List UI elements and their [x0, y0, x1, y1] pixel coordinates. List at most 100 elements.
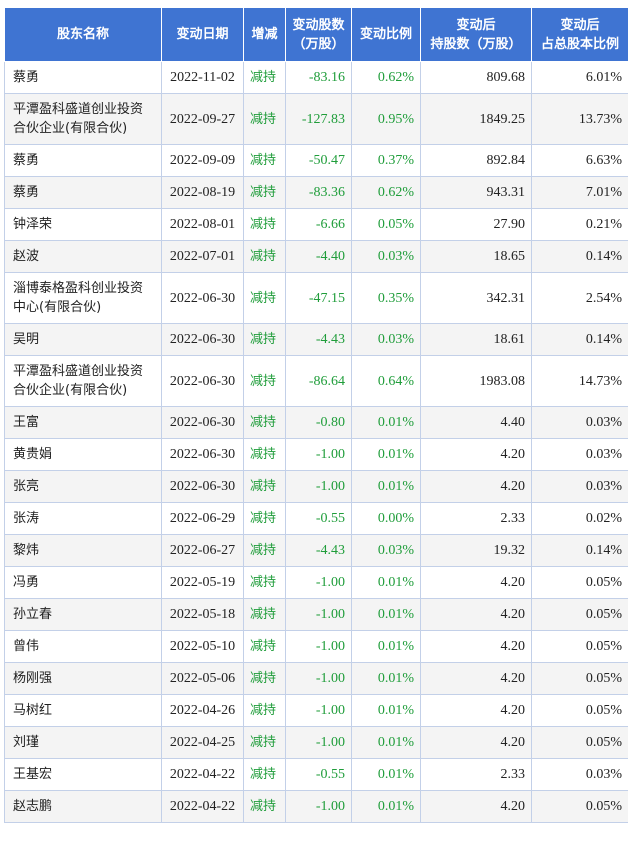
cell-change-shares: -1.00	[285, 694, 352, 727]
cell-direction: 减持	[243, 662, 286, 695]
cell-change-date: 2022-06-29	[161, 502, 244, 535]
cell-direction: 减持	[243, 176, 286, 209]
cell-after-ratio: 0.21%	[531, 208, 628, 241]
cell-after-ratio: 0.03%	[531, 758, 628, 791]
cell-change-ratio: 0.00%	[351, 502, 421, 535]
table-row: 蔡勇 2022-08-19 减持 -83.36 0.62% 943.31 7.01%	[4, 176, 628, 209]
cell-change-ratio: 0.01%	[351, 694, 421, 727]
cell-change-shares: -4.43	[285, 323, 352, 356]
cell-direction: 减持	[243, 566, 286, 599]
table-row: 赵波 2022-07-01 减持 -4.40 0.03% 18.65 0.14%	[4, 240, 628, 273]
cell-direction: 减持	[243, 93, 286, 145]
cell-shareholder-name: 马树红	[4, 694, 162, 727]
cell-after-ratio: 0.05%	[531, 790, 628, 823]
cell-change-date: 2022-05-19	[161, 566, 244, 599]
cell-change-shares: -0.55	[285, 758, 352, 791]
cell-change-date: 2022-09-27	[161, 93, 244, 145]
cell-direction: 减持	[243, 598, 286, 631]
cell-change-shares: -1.00	[285, 726, 352, 759]
cell-after-ratio: 0.05%	[531, 566, 628, 599]
cell-after-shares: 27.90	[420, 208, 532, 241]
table-row: 淄博泰格盈科创业投资中心(有限合伙) 2022-06-30 减持 -47.15 0.35…	[4, 272, 628, 324]
table-row: 黎炜 2022-06-27 减持 -4.43 0.03% 19.32 0.14%	[4, 534, 628, 567]
cell-change-shares: -1.00	[285, 566, 352, 599]
table-row: 黄贵娟 2022-06-30 减持 -1.00 0.01% 4.20 0.03%	[4, 438, 628, 471]
table-row: 杨刚强 2022-05-06 减持 -1.00 0.01% 4.20 0.05%	[4, 662, 628, 695]
header-change-ratio: 变动比例	[351, 7, 421, 62]
cell-change-shares: -1.00	[285, 662, 352, 695]
cell-change-date: 2022-04-22	[161, 790, 244, 823]
cell-shareholder-name: 曾伟	[4, 630, 162, 663]
cell-change-ratio: 0.37%	[351, 144, 421, 177]
cell-change-date: 2022-09-09	[161, 144, 244, 177]
table-row: 孙立春 2022-05-18 减持 -1.00 0.01% 4.20 0.05%	[4, 598, 628, 631]
cell-change-date: 2022-05-06	[161, 662, 244, 695]
cell-shareholder-name: 蔡勇	[4, 61, 162, 94]
cell-change-ratio: 0.01%	[351, 438, 421, 471]
cell-change-date: 2022-11-02	[161, 61, 244, 94]
cell-change-shares: -4.43	[285, 534, 352, 567]
cell-change-ratio: 0.01%	[351, 470, 421, 503]
cell-after-ratio: 0.14%	[531, 323, 628, 356]
table-row: 马树红 2022-04-26 减持 -1.00 0.01% 4.20 0.05%	[4, 694, 628, 727]
table-row: 赵志鹏 2022-04-22 减持 -1.00 0.01% 4.20 0.05%	[4, 790, 628, 823]
cell-change-date: 2022-04-26	[161, 694, 244, 727]
table-row: 张涛 2022-06-29 减持 -0.55 0.00% 2.33 0.02%	[4, 502, 628, 535]
cell-shareholder-name: 王基宏	[4, 758, 162, 791]
cell-change-ratio: 0.01%	[351, 790, 421, 823]
cell-direction: 减持	[243, 502, 286, 535]
table-row: 钟泽荣 2022-08-01 减持 -6.66 0.05% 27.90 0.21%	[4, 208, 628, 241]
cell-after-shares: 4.20	[420, 790, 532, 823]
cell-shareholder-name: 刘瑾	[4, 726, 162, 759]
cell-direction: 减持	[243, 438, 286, 471]
cell-change-date: 2022-06-30	[161, 406, 244, 439]
table-row: 冯勇 2022-05-19 减持 -1.00 0.01% 4.20 0.05%	[4, 566, 628, 599]
cell-direction: 减持	[243, 208, 286, 241]
cell-change-date: 2022-05-10	[161, 630, 244, 663]
cell-shareholder-name: 王富	[4, 406, 162, 439]
table-row: 平潭盈科盛道创业投资合伙企业(有限合伙) 2022-06-30 减持 -86.64 0.…	[4, 355, 628, 407]
cell-change-shares: -83.36	[285, 176, 352, 209]
table-row: 平潭盈科盛道创业投资合伙企业(有限合伙) 2022-09-27 减持 -127.83 0…	[4, 93, 628, 145]
header-name: 股东名称	[4, 7, 162, 62]
cell-change-shares: -0.80	[285, 406, 352, 439]
cell-shareholder-name: 淄博泰格盈科创业投资中心(有限合伙)	[4, 272, 162, 324]
cell-after-ratio: 0.05%	[531, 662, 628, 695]
shareholder-change-table: 股东名称 变动日期 增减 变动股数 （万股） 变动比例 变动后 持股数（万股） …	[4, 7, 628, 823]
cell-after-shares: 4.20	[420, 662, 532, 695]
cell-direction: 减持	[243, 240, 286, 273]
cell-direction: 减持	[243, 630, 286, 663]
cell-shareholder-name: 平潭盈科盛道创业投资合伙企业(有限合伙)	[4, 93, 162, 145]
cell-after-shares: 4.20	[420, 694, 532, 727]
cell-change-date: 2022-08-01	[161, 208, 244, 241]
cell-change-date: 2022-06-30	[161, 323, 244, 356]
header-after-ratio: 变动后 占总股本比例	[531, 7, 628, 62]
table-row: 曾伟 2022-05-10 减持 -1.00 0.01% 4.20 0.05%	[4, 630, 628, 663]
cell-direction: 减持	[243, 758, 286, 791]
cell-change-date: 2022-04-22	[161, 758, 244, 791]
cell-shareholder-name: 黎炜	[4, 534, 162, 567]
table-body: 蔡勇 2022-11-02 减持 -83.16 0.62% 809.68 6.01% 平潭盈科…	[4, 61, 628, 823]
cell-change-date: 2022-08-19	[161, 176, 244, 209]
cell-shareholder-name: 蔡勇	[4, 144, 162, 177]
header-direction: 增减	[243, 7, 286, 62]
cell-after-ratio: 0.03%	[531, 470, 628, 503]
cell-change-shares: -47.15	[285, 272, 352, 324]
cell-shareholder-name: 蔡勇	[4, 176, 162, 209]
cell-after-shares: 4.20	[420, 438, 532, 471]
cell-after-ratio: 0.02%	[531, 502, 628, 535]
cell-direction: 减持	[243, 272, 286, 324]
cell-direction: 减持	[243, 694, 286, 727]
cell-after-shares: 943.31	[420, 176, 532, 209]
cell-shareholder-name: 杨刚强	[4, 662, 162, 695]
cell-shareholder-name: 平潭盈科盛道创业投资合伙企业(有限合伙)	[4, 355, 162, 407]
table-row: 吴明 2022-06-30 减持 -4.43 0.03% 18.61 0.14%	[4, 323, 628, 356]
cell-after-shares: 809.68	[420, 61, 532, 94]
cell-change-ratio: 0.05%	[351, 208, 421, 241]
cell-direction: 减持	[243, 355, 286, 407]
cell-after-shares: 18.61	[420, 323, 532, 356]
cell-after-shares: 18.65	[420, 240, 532, 273]
cell-change-ratio: 0.95%	[351, 93, 421, 145]
cell-change-shares: -86.64	[285, 355, 352, 407]
cell-change-date: 2022-06-27	[161, 534, 244, 567]
